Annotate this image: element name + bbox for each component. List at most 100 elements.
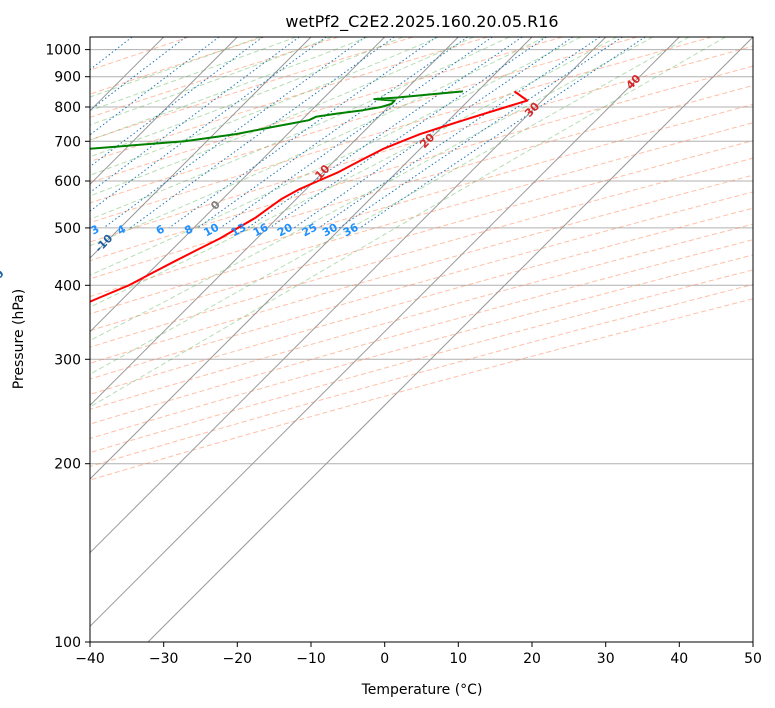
dry-adiabat xyxy=(90,191,753,380)
isotherm-label: -20 xyxy=(0,267,7,291)
moist-adiabat xyxy=(90,37,439,176)
dry-adiabat xyxy=(90,37,339,118)
dry-adiabat xyxy=(90,140,753,332)
isotherm xyxy=(90,37,459,407)
x-tick-label: 40 xyxy=(670,651,688,667)
dry-adiabat xyxy=(90,37,189,71)
moist-adiabat xyxy=(90,37,475,197)
x-tick-label: −20 xyxy=(223,651,253,667)
dry-adiabat xyxy=(90,269,753,454)
moist-adiabat xyxy=(90,37,582,276)
mixing-ratio-label: 36 xyxy=(341,221,361,240)
moist-adiabat xyxy=(90,37,690,375)
profiles xyxy=(90,90,529,303)
mixing-ratio-label: 25 xyxy=(300,221,320,240)
mixing-ratio-line xyxy=(90,37,187,111)
isotherm xyxy=(90,37,533,480)
mixing-ratio-label: 8 xyxy=(182,222,195,237)
mixing-ratio-label: 10 xyxy=(202,221,222,240)
x-tick-label: 0 xyxy=(380,651,389,667)
x-tick-label: 10 xyxy=(449,651,467,667)
mixing-ratio-line xyxy=(359,37,646,229)
y-axis: 100 200 300 400 500 600 700 800 900 1000 xyxy=(45,43,90,651)
isotherm xyxy=(90,37,238,186)
x-tick-label: −40 xyxy=(75,651,105,667)
y-tick-label: 400 xyxy=(54,278,81,294)
y-tick-label: 500 xyxy=(54,221,81,237)
mixing-ratio-line xyxy=(129,37,395,229)
mixing-ratio-line xyxy=(269,37,547,229)
y-tick-label: 700 xyxy=(54,134,81,150)
mixing-ratio-label: 20 xyxy=(275,221,295,240)
x-axis-title: Temperature (°C) xyxy=(361,682,483,698)
isotherm xyxy=(90,37,680,628)
x-tick-label: 20 xyxy=(523,651,541,667)
dry-adiabat xyxy=(90,45,753,243)
y-tick-label: 800 xyxy=(54,100,81,116)
isotherm xyxy=(147,37,753,642)
mixing-ratio-line xyxy=(247,37,523,229)
y-tick-label: 300 xyxy=(54,352,81,368)
moist-adiabat xyxy=(90,37,510,220)
moist-adiabat xyxy=(90,37,617,308)
isotherm xyxy=(90,37,386,333)
dry-adiabat xyxy=(90,84,753,280)
dry-adiabat xyxy=(90,239,753,425)
mixing-ratio-line xyxy=(90,37,220,136)
y-tick-label: 1000 xyxy=(45,43,81,59)
background-lines xyxy=(0,37,753,642)
dewpoint-profile xyxy=(90,90,463,150)
moist-adiabat xyxy=(90,37,404,158)
plot-frame xyxy=(89,36,754,643)
mixing-ratio-line xyxy=(90,37,327,212)
dry-adiabat xyxy=(90,298,753,481)
mixing-ratio-line xyxy=(103,37,366,229)
dry-adiabat xyxy=(90,157,753,348)
mixing-ratio-label: 30 xyxy=(320,221,340,240)
mixing-ratio-label: 13 xyxy=(229,221,249,240)
dry-adiabat xyxy=(90,37,488,162)
x-tick-label: −10 xyxy=(296,651,326,667)
moist-adiabat xyxy=(90,37,654,342)
y-axis-title: Pressure (hPa) xyxy=(11,289,27,389)
dry-adiabat xyxy=(90,37,264,95)
mixing-ratio-line xyxy=(197,37,468,229)
dry-adiabat xyxy=(90,37,638,204)
dry-adiabat xyxy=(90,207,753,395)
mixing-ratio-label: 6 xyxy=(154,222,167,237)
moist-adiabat xyxy=(90,37,368,141)
mixing-ratio-label: 4 xyxy=(115,222,128,237)
x-tick-label: −30 xyxy=(149,651,179,667)
mixing-ratio-line xyxy=(168,37,437,229)
mixing-ratio-line xyxy=(318,37,601,229)
mixing-ratio-line xyxy=(220,37,493,229)
isotherm xyxy=(90,37,607,554)
x-axis: −40 −30 −20 −10 0 10 20 30 40 50 xyxy=(75,642,762,667)
dry-adiabat xyxy=(90,254,753,439)
dry-adiabat xyxy=(90,283,753,468)
y-tick-label: 600 xyxy=(54,174,81,190)
y-tick-label: 100 xyxy=(54,635,81,651)
dry-adiabat xyxy=(90,223,753,410)
dry-adiabat xyxy=(90,174,753,364)
dry-adiabat xyxy=(90,103,753,298)
mixing-ratio-label: 16 xyxy=(251,221,271,240)
dry-adiabat xyxy=(90,37,712,224)
mixing-ratio-line xyxy=(0,37,82,228)
y-tick-label: 200 xyxy=(54,457,81,473)
chart-title: wetPf2_C2E2.2025.160.20.05.R16 xyxy=(285,12,558,32)
moist-adiabat xyxy=(90,37,333,126)
moist-adiabat xyxy=(90,37,546,247)
dry-adiabat xyxy=(90,37,563,184)
y-tick-label: 900 xyxy=(54,70,81,86)
mixing-ratio-line xyxy=(293,37,574,229)
mixing-ratio-line xyxy=(338,37,623,229)
dry-adiabat xyxy=(90,122,753,315)
moist-adiabat xyxy=(90,37,726,408)
temperature-profile xyxy=(90,90,529,303)
dry-adiabat xyxy=(90,65,753,262)
x-tick-label: 30 xyxy=(597,651,615,667)
moist-adiabat xyxy=(90,37,297,112)
isotherm-label: 0 xyxy=(208,198,223,213)
